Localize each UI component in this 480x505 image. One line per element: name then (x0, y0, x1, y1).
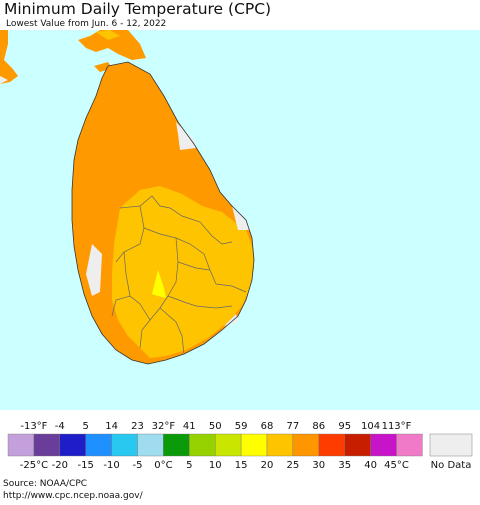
legend-fahrenheit-tick: 5 (83, 421, 89, 432)
india-no-data (0, 76, 8, 84)
legend-swatch (292, 433, 319, 457)
legend-celsius-tick: -15 (78, 460, 94, 471)
source-line: Source: NOAA/CPC (3, 479, 88, 489)
source-url: http://www.cpc.ncep.noaa.gov/ (3, 491, 143, 501)
no-data-patch-1 (176, 122, 196, 150)
source-attribution: Source: NOAA/CPC http://www.cpc.ncep.noa… (3, 478, 143, 502)
legend-fahrenheit-tick: 113°F (382, 421, 412, 432)
legend-swatch (396, 433, 423, 457)
no-data-label: No Data (431, 460, 472, 471)
legend-swatch (266, 433, 294, 457)
legend-swatch (111, 433, 138, 457)
map-subtitle: Lowest Value from Jun. 6 - 12, 2022 (6, 19, 167, 29)
legend-swatch (318, 433, 345, 457)
legend-fahrenheit-tick: 68 (261, 421, 274, 432)
jaffna-peninsula (78, 30, 146, 60)
legend-fahrenheit-tick: 104 (361, 421, 380, 432)
legend-swatch (85, 433, 112, 457)
legend-fahrenheit-ticks: -13°F -4 5 14 23 32°F 41 50 59 68 77 86 95 104 113°F (20, 421, 411, 432)
legend-swatch (189, 433, 216, 457)
legend-swatch (59, 433, 86, 457)
legend-celsius-tick: -20 (52, 460, 68, 471)
legend-celsius-tick: 45°C (384, 460, 409, 471)
legend-celsius-tick: -25°C (20, 460, 48, 471)
no-data-patch-2 (232, 206, 250, 230)
legend-celsius-tick: 25 (287, 460, 300, 471)
legend-celsius-tick: 5 (186, 460, 192, 471)
temperature-legend: -13°F -4 5 14 23 32°F 41 50 59 68 77 86 95 104 113°F -… (7, 421, 473, 471)
temperature-map (0, 30, 480, 410)
legend-swatch (7, 433, 35, 457)
legend-celsius-ticks: -25°C -20 -15 -10 -5 0°C 5 10 15 20 25 30 35 40 45°C (20, 460, 409, 471)
legend-fahrenheit-tick: -13°F (20, 421, 47, 432)
india-coast (0, 30, 18, 84)
legend-swatch (163, 433, 190, 457)
legend-celsius-tick: 40 (364, 460, 377, 471)
legend-swatch (137, 433, 164, 457)
province-boundaries (111, 195, 247, 355)
legend-swatch (240, 433, 268, 457)
legend-celsius-tick: 30 (312, 460, 325, 471)
legend-swatch (370, 433, 397, 457)
legend-fahrenheit-tick: 32°F (152, 421, 176, 432)
legend-fahrenheit-tick: 23 (131, 421, 144, 432)
legend-fahrenheit-tick: 95 (338, 421, 351, 432)
legend-celsius-tick: 15 (235, 460, 248, 471)
no-data-swatch (429, 433, 473, 457)
legend-celsius-tick: 20 (261, 460, 274, 471)
legend-fahrenheit-tick: 41 (183, 421, 196, 432)
legend-celsius-tick: 0°C (154, 460, 172, 471)
legend-fahrenheit-tick: 86 (312, 421, 325, 432)
legend-fahrenheit-tick: -4 (55, 421, 65, 432)
legend-swatch (214, 433, 242, 457)
highland-cool-spot (152, 270, 166, 298)
legend-fahrenheit-tick: 50 (209, 421, 222, 432)
jaffna-yellow (96, 30, 120, 40)
legend-celsius-tick: -5 (133, 460, 143, 471)
map-title: Minimum Daily Temperature (CPC) (4, 0, 272, 18)
no-data-patch-4 (224, 314, 238, 326)
no-data-patch-3 (86, 244, 102, 296)
legend-celsius-tick: -10 (103, 460, 119, 471)
legend-celsius-tick: 35 (338, 460, 351, 471)
legend-fahrenheit-tick: 14 (105, 421, 118, 432)
legend-swatch (33, 433, 61, 457)
legend-celsius-tick: 10 (209, 460, 222, 471)
legend-fahrenheit-tick: 59 (235, 421, 248, 432)
legend-swatch (344, 433, 371, 457)
legend-color-bar (7, 433, 423, 457)
legend-fahrenheit-tick: 77 (287, 421, 300, 432)
